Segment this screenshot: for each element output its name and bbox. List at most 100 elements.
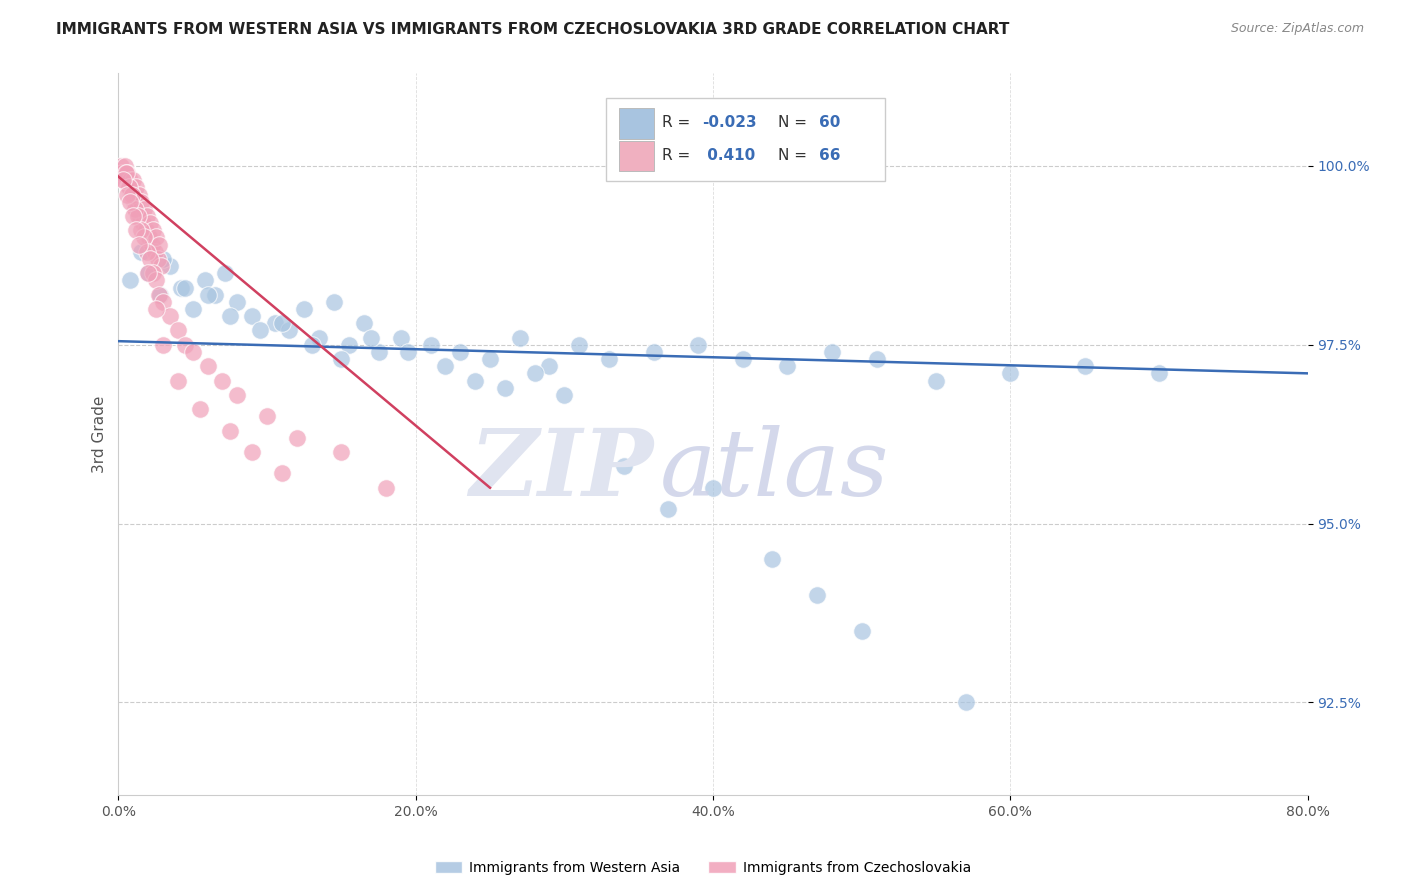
- Point: [134, 202, 156, 216]
- Point: [159, 309, 181, 323]
- Point: [117, 180, 139, 194]
- Point: [146, 252, 169, 266]
- Text: -0.023: -0.023: [703, 115, 756, 130]
- Point: [1073, 359, 1095, 374]
- Point: [120, 194, 142, 209]
- Point: [240, 309, 263, 323]
- Point: [174, 337, 197, 351]
- FancyBboxPatch shape: [619, 108, 654, 138]
- Text: ZIP: ZIP: [470, 425, 654, 516]
- Text: 0.410: 0.410: [703, 148, 755, 162]
- Point: [553, 388, 575, 402]
- Point: [115, 166, 138, 180]
- Point: [204, 287, 226, 301]
- Point: [494, 381, 516, 395]
- Text: N =: N =: [779, 148, 813, 162]
- Point: [955, 695, 977, 709]
- FancyBboxPatch shape: [606, 98, 886, 181]
- Text: IMMIGRANTS FROM WESTERN ASIA VS IMMIGRANTS FROM CZECHOSLOVAKIA 3RD GRADE CORRELA: IMMIGRANTS FROM WESTERN ASIA VS IMMIGRAN…: [56, 22, 1010, 37]
- Point: [509, 330, 531, 344]
- Point: [125, 202, 148, 216]
- Point: [613, 459, 636, 474]
- Point: [761, 552, 783, 566]
- Point: [263, 316, 285, 330]
- Point: [194, 273, 217, 287]
- Point: [330, 445, 353, 459]
- Point: [285, 431, 308, 445]
- Point: [127, 209, 149, 223]
- Point: [449, 345, 471, 359]
- Point: [143, 244, 166, 259]
- Point: [152, 294, 174, 309]
- Point: [226, 294, 249, 309]
- Point: [167, 323, 190, 337]
- Point: [1147, 367, 1170, 381]
- Point: [152, 252, 174, 266]
- Point: [124, 180, 146, 194]
- Point: [219, 309, 242, 323]
- Point: [181, 345, 204, 359]
- Point: [479, 352, 502, 367]
- Y-axis label: 3rd Grade: 3rd Grade: [93, 395, 107, 473]
- Point: [806, 588, 828, 602]
- Text: R =: R =: [662, 148, 695, 162]
- Point: [214, 266, 236, 280]
- Point: [111, 166, 134, 180]
- Text: 60: 60: [818, 115, 841, 130]
- Point: [925, 374, 948, 388]
- Point: [120, 187, 142, 202]
- Point: [1000, 367, 1022, 381]
- Point: [360, 330, 382, 344]
- Point: [308, 330, 330, 344]
- Point: [249, 323, 271, 337]
- Point: [181, 301, 204, 316]
- Point: [219, 424, 242, 438]
- Point: [375, 481, 398, 495]
- Point: [657, 502, 679, 516]
- Point: [278, 323, 301, 337]
- Point: [821, 345, 844, 359]
- Legend: Immigrants from Western Asia, Immigrants from Czechoslovakia: Immigrants from Western Asia, Immigrants…: [429, 855, 977, 880]
- Point: [111, 173, 134, 187]
- Point: [135, 223, 157, 237]
- Point: [149, 259, 172, 273]
- Point: [197, 359, 219, 374]
- Text: Source: ZipAtlas.com: Source: ZipAtlas.com: [1230, 22, 1364, 36]
- Point: [141, 237, 163, 252]
- Point: [159, 259, 181, 273]
- Point: [323, 294, 346, 309]
- Point: [188, 402, 211, 417]
- Text: N =: N =: [779, 115, 813, 130]
- Point: [865, 352, 887, 367]
- Point: [149, 287, 172, 301]
- Point: [396, 345, 419, 359]
- Point: [120, 273, 142, 287]
- Text: 66: 66: [818, 148, 841, 162]
- Point: [142, 266, 165, 280]
- Point: [121, 187, 143, 202]
- Point: [124, 202, 146, 216]
- Point: [118, 180, 141, 194]
- Point: [702, 481, 724, 495]
- Point: [271, 316, 294, 330]
- Point: [271, 467, 294, 481]
- Point: [523, 367, 546, 381]
- Point: [132, 230, 155, 244]
- Point: [136, 209, 159, 223]
- Point: [132, 216, 155, 230]
- Point: [129, 209, 152, 223]
- Point: [389, 330, 412, 344]
- Point: [226, 388, 249, 402]
- Point: [114, 159, 136, 173]
- FancyBboxPatch shape: [619, 141, 654, 171]
- Point: [121, 173, 143, 187]
- Point: [330, 352, 353, 367]
- Point: [148, 287, 170, 301]
- Point: [138, 252, 160, 266]
- Point: [688, 337, 710, 351]
- Point: [145, 273, 167, 287]
- Point: [337, 337, 360, 351]
- Point: [240, 445, 263, 459]
- Point: [128, 237, 150, 252]
- Point: [135, 244, 157, 259]
